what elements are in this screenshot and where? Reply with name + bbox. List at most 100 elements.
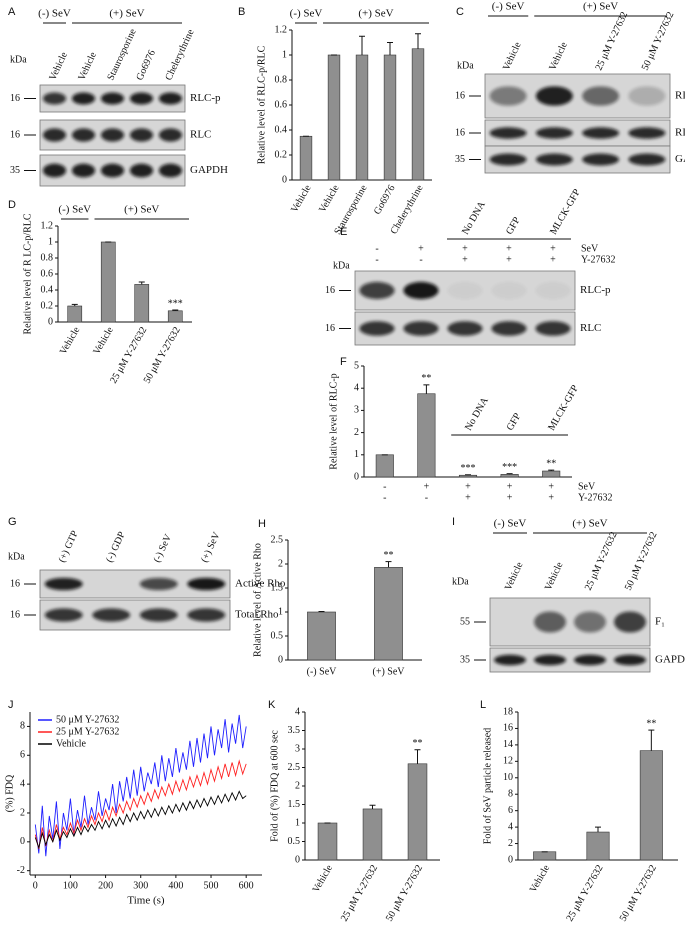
x-axis-label: Time (s) <box>127 895 165 907</box>
lane-label: 50 μM Y-27632 <box>623 530 660 592</box>
condition-name: SeV <box>578 481 596 492</box>
y-axis-label: Fold of (%) FDQ at 600 sec <box>269 730 280 842</box>
band <box>44 577 83 591</box>
x-tick-label: 400 <box>168 880 183 891</box>
bar <box>134 284 150 323</box>
y-tick-label: 6 <box>508 805 513 816</box>
y-tick-label: 1.2 <box>275 24 288 35</box>
row-label: GAPDH <box>655 654 685 666</box>
y-tick-label: 0 <box>295 854 300 865</box>
y-tick-label: 6 <box>20 750 25 761</box>
condition-value: + <box>507 481 513 492</box>
y-tick-label: 0.5 <box>271 630 284 641</box>
condition-value: + <box>418 243 424 254</box>
y-tick-label: 1 <box>295 817 300 828</box>
bar <box>586 831 610 861</box>
condition-value: + <box>462 243 468 254</box>
y-tick-label: 1 <box>354 449 359 460</box>
kda-label: kDa <box>457 60 474 71</box>
lane-label: Vehicle <box>503 560 526 592</box>
condition-name: Y-27632 <box>581 254 615 265</box>
band <box>574 611 606 633</box>
series-line <box>34 790 247 850</box>
y-tick-label: 1.5 <box>288 799 301 810</box>
y-tick-label: 0.4 <box>41 284 54 295</box>
row-label: RLC <box>190 129 211 141</box>
lane-label: Vehicle <box>76 50 99 82</box>
kda-label: kDa <box>333 260 350 271</box>
y-axis-label: Relative level of R LC-p/RLC <box>22 213 33 334</box>
condition-value: + <box>462 254 468 265</box>
band <box>42 92 67 105</box>
x-tick-label: 50 μM Y-27632 <box>618 863 659 923</box>
row-label: GAPDH <box>190 164 228 176</box>
band <box>44 608 83 622</box>
bar <box>407 763 428 861</box>
x-tick-label: 25 μM Y-27632 <box>339 863 380 923</box>
band <box>100 128 125 142</box>
marker-label: 16 <box>10 609 20 620</box>
band <box>447 321 483 336</box>
panel-letter: B <box>238 6 245 18</box>
y-tick-label: 2 <box>278 558 283 569</box>
condition-name: Y-27632 <box>578 492 612 503</box>
band <box>574 654 606 666</box>
band <box>158 128 183 142</box>
band <box>534 654 566 666</box>
bar <box>458 474 478 478</box>
y-axis-label: Relative level of RLC-p/RLC <box>256 45 267 164</box>
series-line <box>34 714 247 857</box>
y-tick-label: 0.4 <box>275 124 288 135</box>
significance: ** <box>413 738 423 749</box>
y-tick-label: 0.2 <box>275 149 288 160</box>
lane-label: Vehicle <box>543 560 566 592</box>
band <box>494 654 526 666</box>
y-tick-label: 0.8 <box>41 252 54 263</box>
marker-label: 16 <box>455 127 465 138</box>
condition-value: + <box>548 492 554 503</box>
bar <box>327 54 341 181</box>
x-tick-label: 25 μM Y-27632 <box>564 863 605 923</box>
y-tick-label: 3 <box>295 743 300 754</box>
x-tick-label: 200 <box>98 880 113 891</box>
x-tick-label: 50 μM Y-27632 <box>142 325 183 385</box>
significance: *** <box>502 462 517 473</box>
band <box>158 92 183 105</box>
bar <box>375 454 394 478</box>
x-tick-label: (-) SeV <box>307 666 337 677</box>
band <box>359 281 395 300</box>
y-axis-label: (%) FDQ <box>4 774 15 812</box>
x-tick-label: Vehicle <box>317 183 342 215</box>
band <box>535 281 571 300</box>
y-tick-label: 2 <box>20 807 25 818</box>
bar <box>100 241 116 323</box>
lane-label: Chelerythrine <box>163 27 196 82</box>
condition-value: + <box>548 481 554 492</box>
band <box>100 163 125 178</box>
y-tick-label: 4 <box>354 382 359 393</box>
lane-label: (-) GDP <box>104 530 128 564</box>
lane-label: Vehicle <box>501 40 524 72</box>
band <box>129 128 154 142</box>
y-tick-label: 8 <box>20 721 25 732</box>
marker-label: 16 <box>325 323 335 334</box>
y-tick-label: -2 <box>17 865 25 876</box>
y-tick-label: 0.5 <box>288 836 301 847</box>
y-axis-label: Fold of SeV particle released <box>482 728 493 844</box>
bar <box>533 851 557 861</box>
panel-letter: H <box>258 518 266 530</box>
row-label: RLC <box>675 127 685 139</box>
band <box>489 86 527 106</box>
x-tick-label: 600 <box>239 880 254 891</box>
bar <box>383 54 397 181</box>
panel-letter: F <box>340 356 347 368</box>
condition-value: - <box>375 243 378 254</box>
condition-value: + <box>507 492 513 503</box>
x-tick-label: 100 <box>63 880 78 891</box>
band <box>100 92 125 105</box>
marker-label: 16 <box>455 90 465 101</box>
band <box>535 153 573 166</box>
band <box>403 281 439 300</box>
condition-value: - <box>383 492 386 503</box>
condition-value: + <box>550 254 556 265</box>
